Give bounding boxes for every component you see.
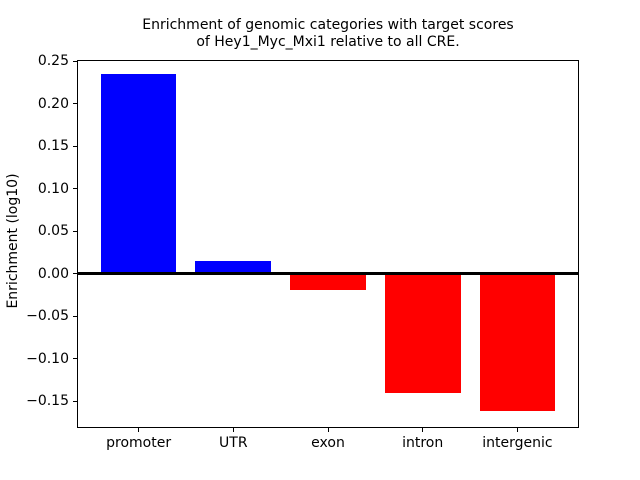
y-tick-mark bbox=[73, 400, 78, 402]
bar-promoter bbox=[100, 73, 177, 274]
bar-intron bbox=[384, 273, 461, 393]
y-tick-label: −0.10 bbox=[26, 350, 69, 367]
y-tick-mark bbox=[73, 60, 78, 62]
x-tick-label-UTR: UTR bbox=[219, 435, 248, 451]
y-tick-label: 0.25 bbox=[37, 53, 69, 69]
zero-line bbox=[78, 272, 578, 275]
y-tick-mark bbox=[73, 145, 78, 147]
y-tick-mark bbox=[73, 358, 78, 359]
y-tick-mark bbox=[73, 188, 78, 189]
x-tick-mark bbox=[138, 426, 140, 432]
y-tick-label: −0.05 bbox=[26, 308, 69, 324]
bar-exon bbox=[290, 273, 366, 290]
x-tick-label-intergenic: intergenic bbox=[482, 435, 553, 451]
plot-area bbox=[77, 60, 579, 428]
y-tick-label: 0.20 bbox=[37, 95, 69, 112]
x-tick-label-intron: intron bbox=[402, 435, 444, 451]
x-tick-mark bbox=[232, 426, 234, 432]
y-tick-label: 0.00 bbox=[37, 265, 69, 282]
y-tick-mark bbox=[73, 103, 78, 104]
bar-intergenic bbox=[479, 273, 556, 412]
x-tick-mark bbox=[327, 426, 329, 432]
x-tick-label-promoter: promoter bbox=[106, 435, 172, 451]
y-tick-mark bbox=[73, 315, 78, 317]
y-tick-label: 0.05 bbox=[37, 223, 69, 239]
y-tick-label: 0.10 bbox=[37, 180, 69, 197]
y-tick-mark bbox=[73, 273, 78, 274]
bar-UTR bbox=[195, 260, 272, 274]
y-tick-label: −0.15 bbox=[26, 393, 69, 409]
x-tick-mark bbox=[516, 426, 518, 432]
y-tick-label: 0.15 bbox=[37, 138, 69, 154]
x-tick-mark bbox=[422, 426, 424, 432]
y-tick-mark bbox=[73, 230, 78, 232]
chart-title: Enrichment of genomic categories with ta… bbox=[142, 17, 514, 50]
x-tick-label-exon: exon bbox=[311, 435, 345, 451]
